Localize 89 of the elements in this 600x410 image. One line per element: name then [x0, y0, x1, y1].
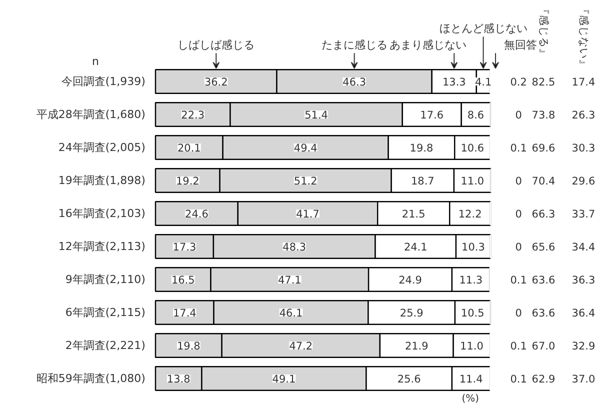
- data-label: 19.2: [176, 176, 200, 188]
- data-label: 13.8: [166, 374, 190, 386]
- text: 63.6: [532, 308, 556, 320]
- text: 70.4: [532, 176, 556, 188]
- data-label: 0.1: [510, 142, 527, 154]
- data-label: 0.1: [510, 340, 527, 352]
- text: 73.8: [532, 110, 556, 122]
- text: 30.3: [572, 142, 596, 154]
- data-label: 16.5: [171, 274, 195, 286]
- text: 67.0: [532, 340, 556, 352]
- y-tick-label: 昭和59年調査(1,080): [36, 372, 146, 385]
- text: 82.5: [532, 76, 556, 88]
- text: 65.6: [532, 242, 556, 254]
- text: 32.9: [572, 340, 596, 352]
- text: 66.3: [532, 208, 556, 220]
- data-label: 49.1: [272, 374, 296, 386]
- data-label: 17.6: [420, 110, 444, 122]
- data-label: 51.4: [304, 110, 328, 122]
- data-label: 17.4: [172, 308, 197, 320]
- data-label: 17.3: [172, 242, 196, 254]
- data-label: 24.9: [398, 274, 422, 286]
- y-tick-label: 24年調査(2,005): [58, 141, 146, 154]
- series-label: しばしば感じる: [178, 38, 255, 52]
- text: 63.6: [532, 274, 556, 286]
- data-label: 18.7: [410, 176, 434, 188]
- data-label: 48.3: [282, 242, 306, 254]
- data-label: 12.2: [458, 208, 482, 220]
- data-label: 25.6: [397, 374, 422, 386]
- text: 69.6: [532, 142, 556, 154]
- data-label: 0: [515, 110, 522, 122]
- data-label: 41.7: [296, 208, 320, 220]
- data-label: 0: [515, 308, 522, 320]
- text: 無回答: [504, 38, 537, 52]
- data-label: 10.3: [462, 242, 485, 254]
- data-label: 20.1: [177, 142, 201, 154]
- y-tick-label: 9年調査(2,110): [65, 273, 146, 286]
- text: 62.9: [532, 374, 556, 386]
- y-tick-label: 6年調査(2,115): [65, 306, 146, 319]
- data-label: 0.1: [510, 374, 527, 386]
- data-label: 0: [515, 176, 522, 188]
- text: 26.3: [572, 110, 596, 122]
- data-label: 11.0: [460, 176, 484, 188]
- data-label: 25.9: [400, 308, 424, 320]
- y-tick-label: 2年調査(2,221): [65, 339, 146, 352]
- text: 34.4: [572, 242, 596, 254]
- data-label: 11.4: [459, 374, 484, 386]
- text: 33.7: [572, 208, 596, 220]
- data-label: 24.6: [185, 208, 209, 220]
- data-label: 10.6: [460, 142, 484, 154]
- text: ほとんど感じない: [439, 22, 528, 35]
- y-tick-label: 16年調査(2,103): [58, 207, 146, 220]
- data-label: 46.1: [279, 308, 303, 320]
- series-label: あまり感じない: [389, 38, 466, 52]
- data-label: 22.3: [181, 110, 205, 122]
- data-label: 19.8: [410, 142, 434, 154]
- text: 『感じる』: [538, 4, 550, 59]
- data-label: 51.2: [294, 176, 318, 188]
- data-label: 4.1: [474, 76, 492, 88]
- data-label: 21.5: [402, 208, 426, 220]
- data-label: 21.9: [404, 340, 428, 352]
- annotation: (%): [462, 393, 480, 404]
- y-tick-label: 平成28年調査(1,680): [36, 108, 146, 121]
- data-label: 19.8: [176, 340, 200, 352]
- series-label: たまに感じる: [321, 38, 388, 52]
- text: 『感じない』: [578, 4, 590, 70]
- data-label: 0: [515, 208, 522, 220]
- data-label: 36.2: [204, 76, 228, 88]
- data-label: 24.1: [404, 242, 428, 254]
- text: 29.6: [572, 176, 596, 188]
- data-label: 11.0: [460, 340, 484, 352]
- y-tick-label: 19年調査(1,898): [58, 174, 146, 187]
- data-label: 11.3: [459, 274, 483, 286]
- text: n: [92, 55, 100, 68]
- data-label: 0: [515, 242, 522, 254]
- data-label: 8.6: [467, 110, 484, 122]
- data-label: 49.4: [294, 142, 318, 154]
- text: 17.4: [572, 76, 596, 88]
- data-label: 47.2: [289, 340, 313, 352]
- text: 37.0: [572, 374, 596, 386]
- text: 36.3: [572, 274, 596, 286]
- data-label: 13.3: [442, 76, 466, 88]
- data-label: 47.1: [278, 274, 302, 286]
- text: 36.4: [572, 308, 596, 320]
- data-label: 0.2: [510, 76, 527, 88]
- data-label: 46.3: [342, 76, 366, 88]
- data-label: 0.1: [510, 274, 527, 286]
- y-tick-label: 今回調査(1,939): [61, 75, 146, 88]
- y-tick-label: 12年調査(2,113): [58, 240, 146, 253]
- data-label: 10.5: [460, 308, 484, 320]
